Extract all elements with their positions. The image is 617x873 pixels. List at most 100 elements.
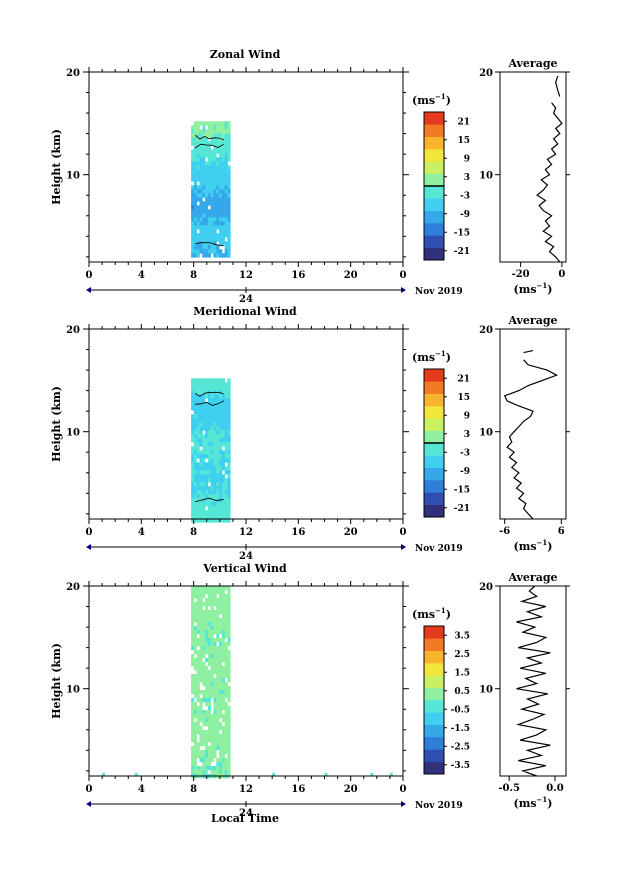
heatmap-cell xyxy=(227,137,231,142)
heatmap-cell xyxy=(210,766,214,771)
heatmap-cell xyxy=(224,654,228,659)
heatmap-cell xyxy=(219,670,223,675)
heatmap-cell xyxy=(202,414,206,419)
heatmap-cell xyxy=(193,173,197,178)
heatmap-cell xyxy=(219,221,223,226)
colorbar-tick-label: -9 xyxy=(460,210,470,220)
heatmap-cell xyxy=(191,590,195,595)
heatmap-cell xyxy=(216,249,220,254)
heatmap-cell xyxy=(205,690,209,695)
heatmap-cell xyxy=(199,402,203,407)
heatmap-cell xyxy=(207,233,211,238)
heatmap-cell xyxy=(210,185,214,190)
heatmap-cell xyxy=(199,754,203,759)
heatmap-cell xyxy=(196,710,200,715)
heatmap-cell xyxy=(213,229,217,234)
heatmap-cell xyxy=(227,486,231,491)
heatmap-cell xyxy=(219,386,223,391)
heatmap-cell xyxy=(219,638,223,643)
heatmap-cell xyxy=(210,434,214,439)
contour-line xyxy=(194,497,224,503)
heatmap-cell xyxy=(224,714,228,719)
date-bar-arrow xyxy=(401,287,406,293)
heatmap-cell xyxy=(227,245,231,250)
heatmap-cell xyxy=(193,169,197,174)
heatmap-cell xyxy=(196,666,200,671)
heatmap-cell xyxy=(199,410,203,415)
heatmap-cell xyxy=(227,121,231,126)
heatmap-cell xyxy=(202,209,206,214)
heatmap-cell xyxy=(191,486,195,491)
heatmap-cell xyxy=(224,706,228,711)
heatmap-cell xyxy=(216,213,220,218)
heatmap-cell xyxy=(205,770,209,775)
heatmap-cell xyxy=(205,241,209,246)
heatmap-cell xyxy=(205,710,209,715)
heatmap-cell xyxy=(202,189,206,194)
heatmap-cell xyxy=(207,750,211,755)
heatmap-cell xyxy=(202,634,206,639)
heatmap-cell xyxy=(213,442,217,447)
heatmap-cell xyxy=(227,177,231,182)
heatmap-cell xyxy=(207,382,211,387)
heatmap-cell xyxy=(202,125,206,130)
heatmap-cell xyxy=(202,129,206,134)
colorbar-swatch xyxy=(424,724,444,738)
heatmap-cell xyxy=(221,738,225,743)
heatmap-cell xyxy=(210,770,214,775)
average-profile-line-upper xyxy=(555,75,561,97)
heatmap-cell xyxy=(219,662,223,667)
heatmap-cell xyxy=(199,454,203,459)
heatmap-cell xyxy=(221,678,225,683)
heatmap-cell xyxy=(196,642,200,647)
heatmap-cell xyxy=(207,690,211,695)
heatmap-cell xyxy=(224,438,228,443)
data-point xyxy=(191,772,195,776)
heatmap-cell xyxy=(205,482,209,487)
heatmap-cell xyxy=(224,205,228,210)
heatmap-cell xyxy=(199,594,203,599)
heatmap-cell xyxy=(219,213,223,218)
heatmap-cell xyxy=(205,209,209,214)
heatmap-cell xyxy=(219,189,223,194)
heatmap-cell xyxy=(207,121,211,126)
heatmap-cell xyxy=(227,209,231,214)
heatmap-cell xyxy=(216,462,220,467)
heatmap-cell xyxy=(202,514,206,519)
heatmap-cell xyxy=(207,474,211,479)
heatmap-cell xyxy=(224,189,228,194)
average-profile-line xyxy=(536,102,563,263)
heatmap-cell xyxy=(196,650,200,655)
heatmap-cell xyxy=(199,237,203,242)
heatmap-cell xyxy=(202,229,206,234)
heatmap-cell xyxy=(193,125,197,130)
heatmap-cell xyxy=(191,714,195,719)
heatmap-cell xyxy=(216,121,220,126)
heatmap-cell xyxy=(205,630,209,635)
heatmap-cell xyxy=(202,670,206,675)
heatmap-cell xyxy=(227,594,231,599)
heatmap-cell xyxy=(207,694,211,699)
heatmap-cell xyxy=(213,494,217,499)
heatmap-cell xyxy=(224,738,228,743)
heatmap-cell xyxy=(199,422,203,427)
heatmap-cell xyxy=(213,726,217,731)
heatmap-cell xyxy=(205,414,209,419)
heatmap-cell xyxy=(216,221,220,226)
heatmap-cell xyxy=(196,121,200,126)
heatmap-cell xyxy=(213,197,217,202)
heatmap-cell xyxy=(207,197,211,202)
heatmap-cell xyxy=(227,482,231,487)
heatmap-cell xyxy=(202,233,206,238)
heatmap-cell xyxy=(196,590,200,595)
heatmap-cell xyxy=(205,406,209,411)
heatmap-cell xyxy=(196,386,200,391)
heatmap-cell xyxy=(227,165,231,170)
heatmap-cell xyxy=(224,490,228,495)
heatmap-cell xyxy=(210,670,214,675)
heatmap-cell xyxy=(202,217,206,222)
colorbar-swatch xyxy=(424,381,444,394)
heatmap-cell xyxy=(216,426,220,431)
heatmap-cell xyxy=(216,125,220,130)
heatmap-cell xyxy=(221,181,225,186)
